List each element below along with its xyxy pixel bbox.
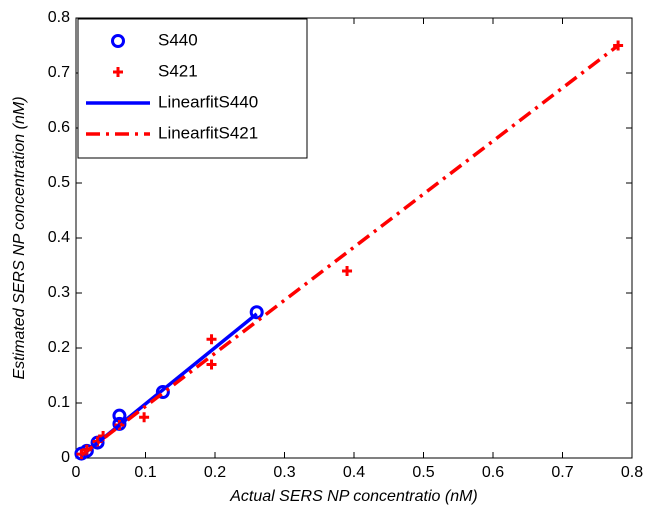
legend-label: S421 (158, 61, 198, 80)
y-tick-label: 0.7 (48, 64, 70, 81)
x-tick-label: 0 (72, 464, 81, 481)
y-tick-label: 0.1 (48, 394, 70, 411)
y-tick-label: 0.6 (48, 119, 70, 136)
legend: S440 S421 LinearfitS440 LinearfitS421 (77, 18, 308, 159)
marker-plus (206, 359, 217, 370)
legend-marker (111, 34, 125, 48)
x-tick-label: 0.7 (551, 464, 573, 481)
x-tick-label: 0.5 (412, 464, 434, 481)
legend-marker (113, 67, 123, 77)
fit-line (80, 44, 620, 457)
legend-label: LinearfitS421 (158, 123, 258, 142)
marker-circle (249, 305, 264, 320)
marker-plus (139, 412, 150, 423)
legend-label: S440 (158, 30, 198, 49)
y-tick-label: 0.8 (48, 9, 70, 26)
x-tick-label: 0.3 (273, 464, 295, 481)
x-axis-label: Actual SERS NP concentratio (nM) (229, 488, 478, 505)
y-tick-label: 0.3 (48, 284, 70, 301)
y-tick-label: 0.5 (48, 174, 70, 191)
marker-plus (342, 266, 353, 276)
y-tick-label: 0.4 (48, 229, 70, 246)
marker-circle (155, 385, 170, 399)
x-tick-label: 0.1 (134, 464, 156, 481)
y-tick-label: 0.2 (48, 339, 70, 356)
legend-label: LinearfitS440 (158, 92, 258, 111)
x-tick-label: 0.2 (204, 464, 226, 481)
y-axis-label: Estimated SERS NP concentration (nM) (11, 96, 28, 379)
plot-frame (75, 17, 633, 459)
y-tick-label: 0 (61, 449, 70, 466)
x-tick-label: 0.8 (621, 464, 643, 481)
marker-plus (206, 334, 217, 345)
x-tick-label: 0.4 (343, 464, 365, 481)
x-tick-label: 0.6 (482, 464, 504, 481)
